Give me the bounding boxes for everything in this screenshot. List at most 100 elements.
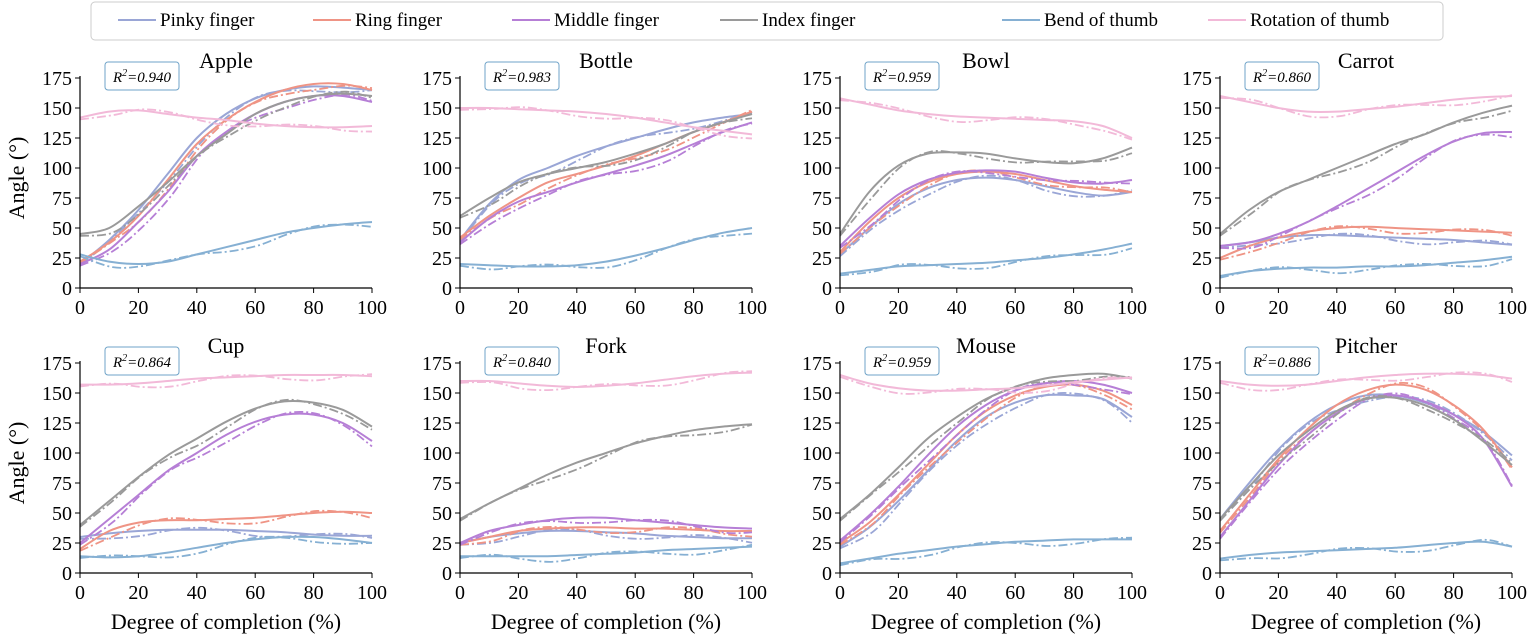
series-fit-pinky: [80, 89, 373, 267]
x-tick-label: 60: [1005, 297, 1025, 319]
r2-badge-frame: [864, 61, 940, 91]
series-line-thumb_bend: [460, 227, 753, 268]
y-tick-label: 125: [1182, 413, 1212, 435]
series-line-thumb_bend: [840, 538, 1132, 565]
r2-badge-frame: [104, 61, 180, 91]
r2-label: R2=0.940: [112, 68, 172, 86]
r2-label: R2=0.959: [872, 353, 932, 371]
y-tick-label: 150: [1182, 383, 1212, 405]
x-tick-label: 0: [75, 582, 85, 604]
legend: Pinky finger Ring finger Middle finger Inde…: [90, 1, 1444, 41]
x-tick-label: 20: [128, 582, 148, 604]
y-tick-label: 25: [812, 533, 832, 555]
series-line-thumb_rot: [1220, 372, 1513, 387]
series-fit-pinky: [840, 174, 1133, 257]
series-fit-thumb_bend: [460, 232, 753, 271]
series-line-index: [460, 423, 753, 520]
y-tick-label: 25: [1192, 248, 1212, 270]
x-tick-label: 40: [1327, 297, 1347, 319]
series-line-thumb_bend: [1220, 540, 1513, 560]
r2-symbol: R: [492, 70, 502, 86]
x-axis-label: Degree of completion (%): [491, 609, 721, 634]
series-line-middle: [80, 412, 373, 544]
y-tick-label: 25: [1192, 533, 1212, 555]
y-tick-label: 0: [442, 563, 452, 585]
y-tick-label: 50: [432, 503, 452, 525]
x-tick-label: 100: [357, 297, 387, 319]
y-tick-label: 75: [52, 473, 72, 495]
y-tick-label: 175: [802, 353, 832, 375]
x-tick-label: 80: [304, 582, 324, 604]
series-line-middle: [840, 169, 1133, 247]
y-tick-label: 125: [1182, 128, 1212, 150]
series-line-ring: [1220, 225, 1513, 259]
r2-symbol: R: [872, 70, 882, 86]
y-tick-label: 0: [62, 563, 72, 585]
x-tick-label: 0: [835, 582, 845, 604]
y-tick-label: 0: [442, 278, 452, 300]
r2-label: R2=0.864: [112, 353, 172, 371]
r2-badge-frame: [1244, 61, 1320, 91]
panel-title: Carrot: [1338, 48, 1394, 73]
series-line-pinky: [80, 85, 373, 265]
y-tick-label: 125: [802, 413, 832, 435]
series-fit-ring: [1220, 382, 1513, 534]
y-axis-label: Angle (°): [4, 137, 29, 220]
x-tick-label: 100: [1497, 582, 1527, 604]
x-tick-label: 20: [888, 582, 908, 604]
r2-superscript: 2: [882, 68, 887, 79]
y-tick-label: 75: [52, 188, 72, 210]
x-tick-label: 40: [187, 297, 207, 319]
series-line-index: [840, 372, 1133, 520]
x-tick-label: 0: [835, 297, 845, 319]
y-tick-label: 75: [812, 473, 832, 495]
r2-badge-frame: [484, 61, 560, 91]
series-group-carrot: [1220, 94, 1513, 279]
series-line-pinky: [840, 176, 1133, 256]
r2-symbol: R: [492, 355, 502, 371]
series-line-pinky: [1220, 393, 1513, 520]
series-fit-thumb_rot: [1220, 371, 1513, 392]
r2-symbol: R: [112, 70, 122, 86]
x-tick-label: 20: [1268, 582, 1288, 604]
series-fit-pinky: [460, 528, 753, 546]
series-fit-middle: [840, 170, 1133, 249]
panel-bowl: 0 25 50 75 100 125 150 175 0 20 40 60 80 100 Bowl R2=0.…: [802, 48, 1147, 319]
series-line-thumb_bend: [80, 221, 373, 265]
series-fit-middle: [460, 122, 753, 245]
y-tick-label: 125: [42, 128, 72, 150]
x-tick-label: 20: [508, 297, 528, 319]
y-tick-label: 175: [42, 68, 72, 90]
x-tick-label: 100: [357, 582, 387, 604]
y-tick-label: 50: [1192, 218, 1212, 240]
r2-superscript: 2: [502, 68, 507, 79]
series-group-bowl: [840, 97, 1133, 277]
r2-value: =0.959: [887, 355, 931, 371]
legend-label-thumb_rot: Rotation of thumb: [1250, 10, 1389, 31]
legend-label-middle: Middle finger: [554, 10, 660, 31]
x-tick-label: 20: [1268, 297, 1288, 319]
x-tick-label: 100: [737, 297, 767, 319]
y-tick-label: 100: [42, 158, 72, 180]
r2-symbol: R: [112, 355, 122, 371]
y-tick-label: 125: [422, 128, 452, 150]
y-tick-label: 100: [422, 158, 452, 180]
r2-value: =0.864: [127, 355, 171, 371]
series-line-thumb_rot: [840, 97, 1133, 139]
r2-superscript: 2: [122, 68, 127, 79]
r2-label: R2=0.840: [492, 353, 552, 371]
r2-superscript: 2: [122, 353, 127, 364]
x-tick-label: 100: [737, 582, 767, 604]
x-tick-label: 0: [1215, 297, 1225, 319]
series-fit-thumb_rot: [80, 373, 373, 389]
series-line-thumb_bend: [460, 545, 753, 558]
series-fit-thumb_rot: [840, 375, 1133, 395]
series-line-middle: [840, 379, 1133, 542]
r2-label: R2=0.886: [1252, 353, 1312, 371]
series-line-thumb_bend: [840, 242, 1133, 275]
x-tick-label: 60: [245, 582, 265, 604]
series-fit-middle: [1220, 133, 1513, 250]
y-tick-label: 0: [822, 278, 832, 300]
panel-title: Pitcher: [1335, 333, 1398, 358]
y-tick-label: 25: [52, 533, 72, 555]
